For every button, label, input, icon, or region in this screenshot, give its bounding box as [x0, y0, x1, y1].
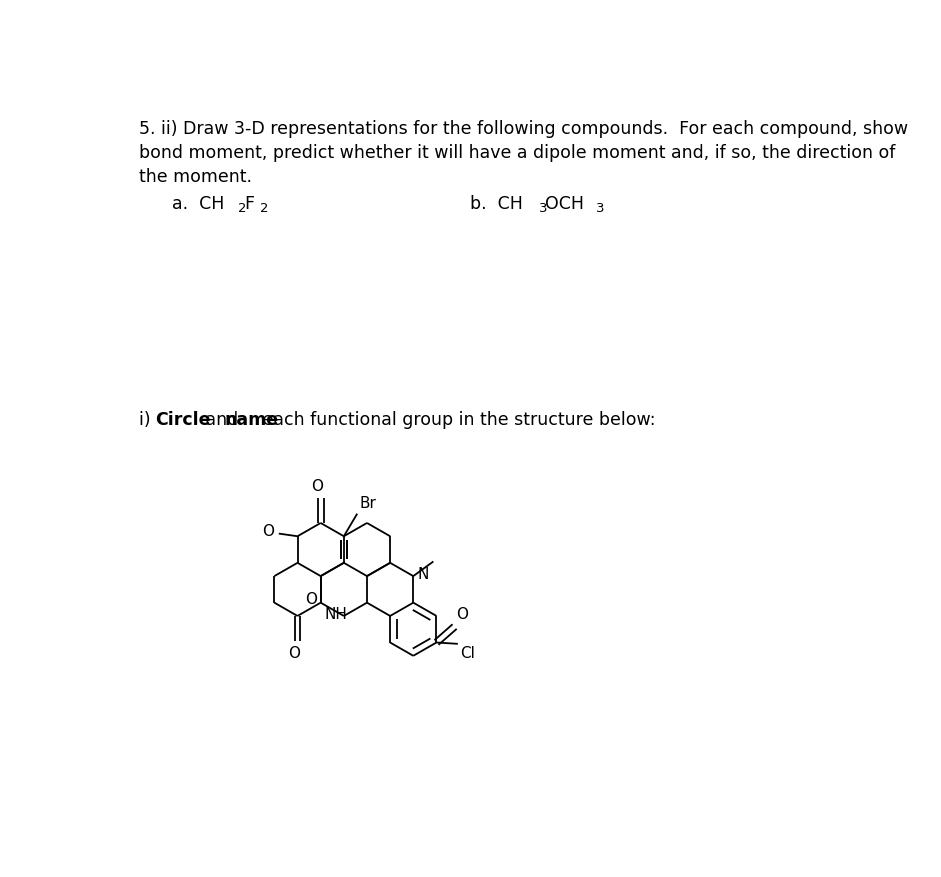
Text: each functional group in the structure below:: each functional group in the structure b…	[257, 411, 656, 429]
Text: Br: Br	[359, 496, 376, 510]
Text: b.  CH: b. CH	[470, 196, 523, 213]
Text: Circle: Circle	[155, 411, 211, 429]
Text: OCH: OCH	[546, 196, 584, 213]
Text: O: O	[263, 524, 274, 538]
Text: 2: 2	[238, 203, 247, 215]
Text: bond moment, predict whether it will have a dipole moment and, if so, the direct: bond moment, predict whether it will hav…	[139, 144, 896, 161]
Text: 2: 2	[260, 203, 268, 215]
Text: name: name	[225, 411, 279, 429]
Text: O: O	[311, 479, 324, 494]
Text: the moment.: the moment.	[139, 168, 252, 186]
Text: O: O	[289, 645, 300, 660]
Text: N: N	[418, 567, 429, 582]
Text: 5. ii) Draw 3-D representations for the following compounds.  For each compound,: 5. ii) Draw 3-D representations for the …	[139, 120, 908, 138]
Text: NH: NH	[325, 607, 347, 622]
Text: i): i)	[139, 411, 156, 429]
Text: F: F	[245, 196, 254, 213]
Text: O: O	[456, 607, 469, 622]
Text: O: O	[305, 592, 317, 607]
Text: 3: 3	[539, 203, 548, 215]
Text: a.  CH: a. CH	[172, 196, 224, 213]
Text: Cl: Cl	[460, 646, 475, 661]
Text: and: and	[199, 411, 244, 429]
Text: 3: 3	[596, 203, 604, 215]
